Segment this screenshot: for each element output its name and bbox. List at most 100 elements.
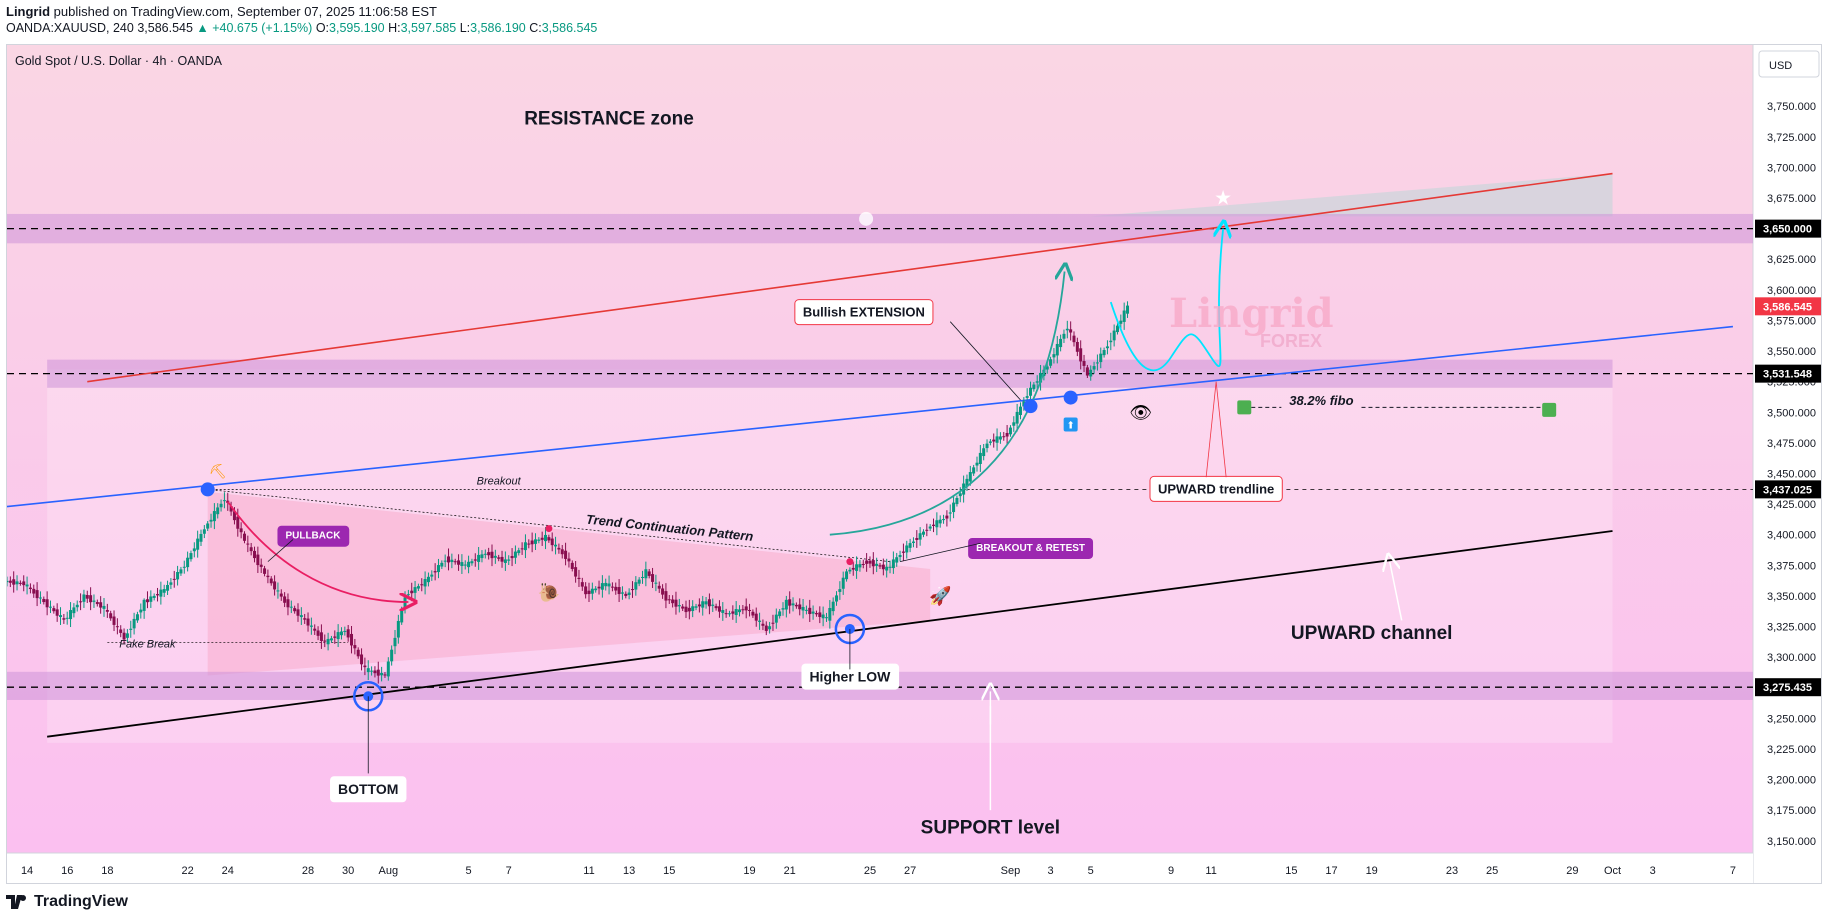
axis-layer: 3,150.000 3,175.000 3,200.000 3,225.000 3,25… [21,101,1821,877]
low-label: L: [459,21,471,35]
bullish-extension-label-box [794,299,934,326]
candle-body [651,574,655,582]
candle-body [627,592,631,595]
candle-body [751,611,755,616]
high-label: H: [388,21,401,35]
candle-body [256,554,260,566]
candle-body [801,606,805,611]
candle-body [537,539,541,541]
x-tick-label: 15 [1285,865,1297,877]
candle-body [647,571,651,576]
candle-body [858,564,862,568]
candle-body [1069,329,1073,333]
y-tick-label: 3,250.000 [1767,713,1816,725]
candle-body [72,607,76,614]
candle-body [309,625,313,627]
candle-body [269,578,273,584]
candle-body [1092,366,1096,370]
candle-body [99,602,103,608]
candle-body [741,609,745,611]
candle-body [1112,330,1116,341]
x-tick-label: 25 [1486,865,1498,877]
candle-body [734,609,738,615]
candle-body [436,565,440,573]
candle-body [804,609,808,611]
candle-body [199,533,203,542]
candle-body [85,594,89,599]
candle-body [634,582,638,590]
x-tick-label: 17 [1325,865,1337,877]
candles-layer [7,301,1130,684]
higher-low-label-box [801,663,900,690]
candle-body [1105,346,1109,349]
tradingview-logo[interactable]: TradingView [6,893,128,911]
candle-body [791,603,795,606]
candle-body [998,436,1002,440]
candle-body [975,462,979,466]
publisher-name[interactable]: Lingrid [6,4,51,19]
candle-body [219,503,223,508]
candle-body [691,606,695,612]
candle-body [393,637,397,647]
candle-body [972,467,976,474]
candle-body [1005,432,1009,437]
candle-body [1095,362,1099,364]
candle-body [707,599,711,607]
candle-body [59,615,63,618]
candle-body [982,448,986,457]
candle-body [1002,436,1006,438]
candle-body [952,502,956,513]
candle-body [1089,369,1093,377]
candle-body [841,577,845,589]
target-area [1090,173,1613,217]
candle-body [1099,353,1103,363]
candle-body [778,611,782,617]
currency-button[interactable] [1758,50,1820,78]
y-tick-label: 3,450.000 [1767,468,1816,480]
candle-body [600,583,604,590]
y-tick-label: 3,375.000 [1767,560,1816,572]
candle-body [1079,348,1083,362]
breakout-retest-leader [899,542,981,563]
candle-body [1015,411,1019,424]
candle-body [480,554,484,559]
chart-panel[interactable]: ⬆ ★ BOTTOM Higher LOW Bullish EXTENSION UPWAR… [6,44,1822,884]
candle-body [410,590,414,594]
candle-body [156,594,160,596]
candle-body [507,559,511,561]
candle-body [677,605,681,607]
candle-body [567,558,571,562]
chart-canvas[interactable]: ⬆ ★ BOTTOM Higher LOW Bullish EXTENSION UPWAR… [7,45,1822,884]
candle-body [15,581,19,585]
x-tick-label: 7 [1730,865,1736,877]
candle-body [329,638,333,641]
candle-body [885,566,889,571]
candle-body [554,544,558,547]
symbol-label: OANDA:XAUUSD, 240 [6,21,134,35]
candle-body [443,560,447,562]
trendline-leader [1205,381,1227,478]
candle-body [794,604,798,607]
candle-body [564,550,568,559]
x-tick-label: Sep [1001,865,1021,877]
candle-body [65,617,69,619]
candle-body [865,560,869,564]
candle-body [590,588,594,594]
low-value: 3,586.190 [470,21,526,35]
candle-body [319,632,323,641]
candle-body [1119,320,1123,324]
candle-body [1115,325,1119,333]
candle-body [1012,422,1016,426]
candle-body [855,564,859,571]
candle-body [624,593,628,596]
check-icon [1542,402,1557,417]
candle-body [584,586,588,595]
bottom-label-box [330,776,407,803]
candle-body [253,550,257,559]
open-label: O: [315,21,330,35]
candle-body [905,545,909,553]
candle-body [667,599,671,601]
candle-body [42,598,46,603]
snail-icon: 🐌 [538,582,560,602]
candle-body [547,537,551,541]
